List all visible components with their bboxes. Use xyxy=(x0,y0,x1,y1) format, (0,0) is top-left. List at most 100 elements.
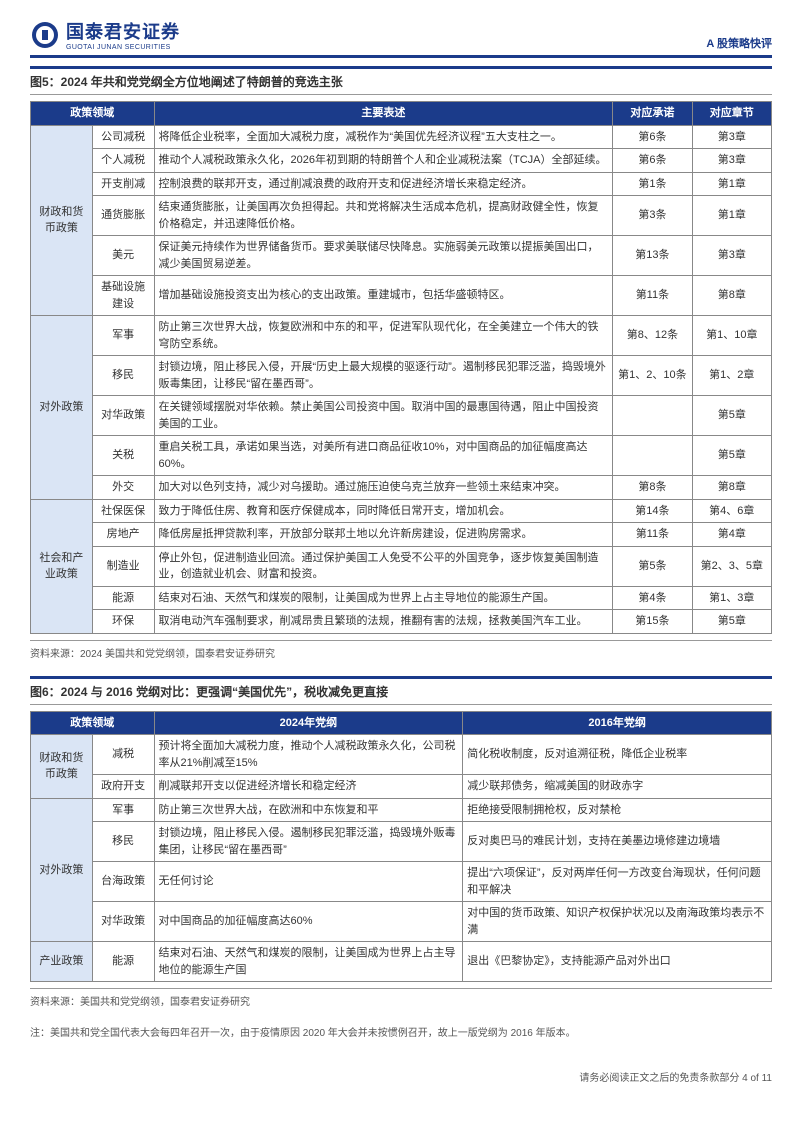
chapter-cell: 第2、3、5章 xyxy=(692,546,771,586)
fig6-note: 注：美国共和党全国代表大会每四年召开一次，由于疫情原因 2020 年大会并未按惯… xyxy=(30,1024,772,1039)
desc-cell: 控制浪费的联邦开支，通过削减浪费的政府开支和促进经济增长来稳定经济。 xyxy=(154,172,613,196)
desc-cell: 封锁边境，阻止移民入侵，开展“历史上最大规模的驱逐行动”。遏制移民犯罪泛滥，捣毁… xyxy=(154,356,613,396)
subcategory-cell: 美元 xyxy=(92,236,154,276)
promise-cell: 第11条 xyxy=(613,523,692,547)
promise-cell: 第4条 xyxy=(613,586,692,610)
promise-cell: 第11条 xyxy=(613,276,692,316)
subcategory-cell: 对华政策 xyxy=(92,902,154,942)
table-row: 对外政策军事防止第三次世界大战，恢复欧洲和中东的和平，促进军队现代化，在全美建立… xyxy=(31,316,772,356)
subcategory-cell: 开支削减 xyxy=(92,172,154,196)
chapter-cell: 第8章 xyxy=(692,476,771,500)
chapter-cell: 第5章 xyxy=(692,610,771,634)
table-row: 移民封锁边境，阻止移民入侵。遏制移民犯罪泛滥，捣毁境外贩毒集团，让移民“留在墨西… xyxy=(31,822,772,862)
table-row: 移民封锁边境，阻止移民入侵，开展“历史上最大规模的驱逐行动”。遏制移民犯罪泛滥，… xyxy=(31,356,772,396)
subcategory-cell: 制造业 xyxy=(92,546,154,586)
table-row: 对华政策对中国商品的加征幅度高达60%对中国的货币政策、知识产权保护状况以及南海… xyxy=(31,902,772,942)
col-2016: 拒绝接受限制拥枪权，反对禁枪 xyxy=(463,798,772,822)
chapter-cell: 第3章 xyxy=(692,236,771,276)
promise-cell xyxy=(613,396,692,436)
subcategory-cell: 对华政策 xyxy=(92,396,154,436)
promise-cell: 第15条 xyxy=(613,610,692,634)
table-row: 对华政策在关键领域摆脱对华依赖。禁止美国公司投资中国。取消中国的最惠国待遇，阻止… xyxy=(31,396,772,436)
desc-cell: 加大对以色列支持，减少对乌援助。通过施压迫使乌克兰放弃一些领土来结束冲突。 xyxy=(154,476,613,500)
desc-cell: 降低房屋抵押贷款利率，开放部分联邦土地以允许新房建设，促进购房需求。 xyxy=(154,523,613,547)
subcategory-cell: 外交 xyxy=(92,476,154,500)
table-row: 个人减税推动个人减税政策永久化，2026年初到期的特朗普个人和企业减税法案（TC… xyxy=(31,149,772,173)
desc-cell: 停止外包，促进制造业回流。通过保护美国工人免受不公平的外国竞争，逐步恢复美国制造… xyxy=(154,546,613,586)
category-cell: 对外政策 xyxy=(31,316,93,500)
fig5-title: 图5：2024 年共和党党纲全方位地阐述了特朗普的竞选主张 xyxy=(30,66,772,95)
chapter-cell: 第3章 xyxy=(692,125,771,149)
subcategory-cell: 个人减税 xyxy=(92,149,154,173)
chapter-cell: 第1、3章 xyxy=(692,586,771,610)
col-2024: 封锁边境，阻止移民入侵。遏制移民犯罪泛滥，捣毁境外贩毒集团，让移民“留在墨西哥” xyxy=(154,822,463,862)
subcategory-cell: 关税 xyxy=(92,436,154,476)
table-row: 房地产降低房屋抵押贷款利率，开放部分联邦土地以允许新房建设，促进购房需求。第11… xyxy=(31,523,772,547)
col-2016: 简化税收制度，反对追溯征税，降低企业税率 xyxy=(463,735,772,775)
promise-cell: 第8、12条 xyxy=(613,316,692,356)
table-row: 关税重启关税工具，承诺如果当选，对美所有进口商品征收10%，对中国商品的加征幅度… xyxy=(31,436,772,476)
promise-cell: 第8条 xyxy=(613,476,692,500)
chapter-cell: 第1、2章 xyxy=(692,356,771,396)
table-row: 美元保证美元持续作为世界储备货币。要求美联储尽快降息。实施弱美元政策以提振美国出… xyxy=(31,236,772,276)
desc-cell: 结束通货膨胀，让美国再次负担得起。共和党将解决生活成本危机，提高财政健全性，恢复… xyxy=(154,196,613,236)
col-header: 2016年党纲 xyxy=(463,711,772,735)
logo-cn: 国泰君安证券 xyxy=(66,18,180,44)
category-cell: 财政和货币政策 xyxy=(31,125,93,316)
table-row: 社会和产业政策社保医保致力于降低住房、教育和医疗保健成本，同时降低日常开支，增加… xyxy=(31,499,772,523)
promise-cell: 第3条 xyxy=(613,196,692,236)
chapter-cell: 第1、10章 xyxy=(692,316,771,356)
table-row: 财政和货币政策公司减税将降低企业税率，全面加大减税力度，减税作为“美国优先经济议… xyxy=(31,125,772,149)
table-row: 环保取消电动汽车强制要求，削减昂贵且繁琐的法规，推翻有害的法规，拯救美国汽车工业… xyxy=(31,610,772,634)
table-row: 通货膨胀结束通货膨胀，让美国再次负担得起。共和党将解决生活成本危机，提高财政健全… xyxy=(31,196,772,236)
logo-icon xyxy=(30,20,60,50)
desc-cell: 致力于降低住房、教育和医疗保健成本，同时降低日常开支，增加机会。 xyxy=(154,499,613,523)
col-header: 2024年党纲 xyxy=(154,711,463,735)
col-2024: 削减联邦开支以促进经济增长和稳定经济 xyxy=(154,775,463,799)
col-2024: 对中国商品的加征幅度高达60% xyxy=(154,902,463,942)
promise-cell: 第13条 xyxy=(613,236,692,276)
desc-cell: 增加基础设施投资支出为核心的支出政策。重建城市，包括华盛顿特区。 xyxy=(154,276,613,316)
subcategory-cell: 军事 xyxy=(92,316,154,356)
subcategory-cell: 房地产 xyxy=(92,523,154,547)
category-cell: 对外政策 xyxy=(31,798,93,942)
col-2024: 预计将全面加大减税力度，推动个人减税政策永久化，公司税率从21%削减至15% xyxy=(154,735,463,775)
table-row: 台海政策无任何讨论提出“六项保证”，反对两岸任何一方改变台海现状，任何问题和平解… xyxy=(31,862,772,902)
desc-cell: 取消电动汽车强制要求，削减昂贵且繁琐的法规，推翻有害的法规，拯救美国汽车工业。 xyxy=(154,610,613,634)
desc-cell: 在关键领域摆脱对华依赖。禁止美国公司投资中国。取消中国的最惠国待遇，阻止中国投资… xyxy=(154,396,613,436)
subcategory-cell: 台海政策 xyxy=(92,862,154,902)
logo: 国泰君安证券 GUOTAI JUNAN SECURITIES xyxy=(30,18,180,51)
subcategory-cell: 军事 xyxy=(92,798,154,822)
fig6-source: 资料来源：美国共和党党纲领，国泰君安证券研究 xyxy=(30,988,772,1008)
chapter-cell: 第5章 xyxy=(692,436,771,476)
chapter-cell: 第1章 xyxy=(692,172,771,196)
header: 国泰君安证券 GUOTAI JUNAN SECURITIES A 股策略快评 xyxy=(30,18,772,58)
col-header: 主要表述 xyxy=(154,102,613,126)
col-2016: 提出“六项保证”，反对两岸任何一方改变台海现状，任何问题和平解决 xyxy=(463,862,772,902)
table-row: 政府开支削减联邦开支以促进经济增长和稳定经济减少联邦债务，缩减美国的财政赤字 xyxy=(31,775,772,799)
table-row: 产业政策能源结束对石油、天然气和煤炭的限制，让美国成为世界上占主导地位的能源生产… xyxy=(31,942,772,982)
promise-cell: 第1条 xyxy=(613,172,692,196)
col-2016: 反对奥巴马的难民计划，支持在美墨边境修建边境墙 xyxy=(463,822,772,862)
col-2016: 退出《巴黎协定》，支持能源产品对外出口 xyxy=(463,942,772,982)
promise-cell: 第6条 xyxy=(613,149,692,173)
subcategory-cell: 环保 xyxy=(92,610,154,634)
chapter-cell: 第4章 xyxy=(692,523,771,547)
col-2024: 无任何讨论 xyxy=(154,862,463,902)
promise-cell: 第5条 xyxy=(613,546,692,586)
subcategory-cell: 公司减税 xyxy=(92,125,154,149)
category-cell: 财政和货币政策 xyxy=(31,735,93,799)
promise-cell: 第1、2、10条 xyxy=(613,356,692,396)
promise-cell: 第6条 xyxy=(613,125,692,149)
desc-cell: 推动个人减税政策永久化，2026年初到期的特朗普个人和企业减税法案（TCJA）全… xyxy=(154,149,613,173)
col-2016: 减少联邦债务，缩减美国的财政赤字 xyxy=(463,775,772,799)
desc-cell: 结束对石油、天然气和煤炭的限制，让美国成为世界上占主导地位的能源生产国。 xyxy=(154,586,613,610)
col-header: 对应承诺 xyxy=(613,102,692,126)
table-row: 对外政策军事防止第三次世界大战，在欧洲和中东恢复和平拒绝接受限制拥枪权，反对禁枪 xyxy=(31,798,772,822)
desc-cell: 重启关税工具，承诺如果当选，对美所有进口商品征收10%，对中国商品的加征幅度高达… xyxy=(154,436,613,476)
table-row: 外交加大对以色列支持，减少对乌援助。通过施压迫使乌克兰放弃一些领土来结束冲突。第… xyxy=(31,476,772,500)
chapter-cell: 第8章 xyxy=(692,276,771,316)
desc-cell: 防止第三次世界大战，恢复欧洲和中东的和平，促进军队现代化，在全美建立一个伟大的铁… xyxy=(154,316,613,356)
subcategory-cell: 能源 xyxy=(92,586,154,610)
promise-cell: 第14条 xyxy=(613,499,692,523)
